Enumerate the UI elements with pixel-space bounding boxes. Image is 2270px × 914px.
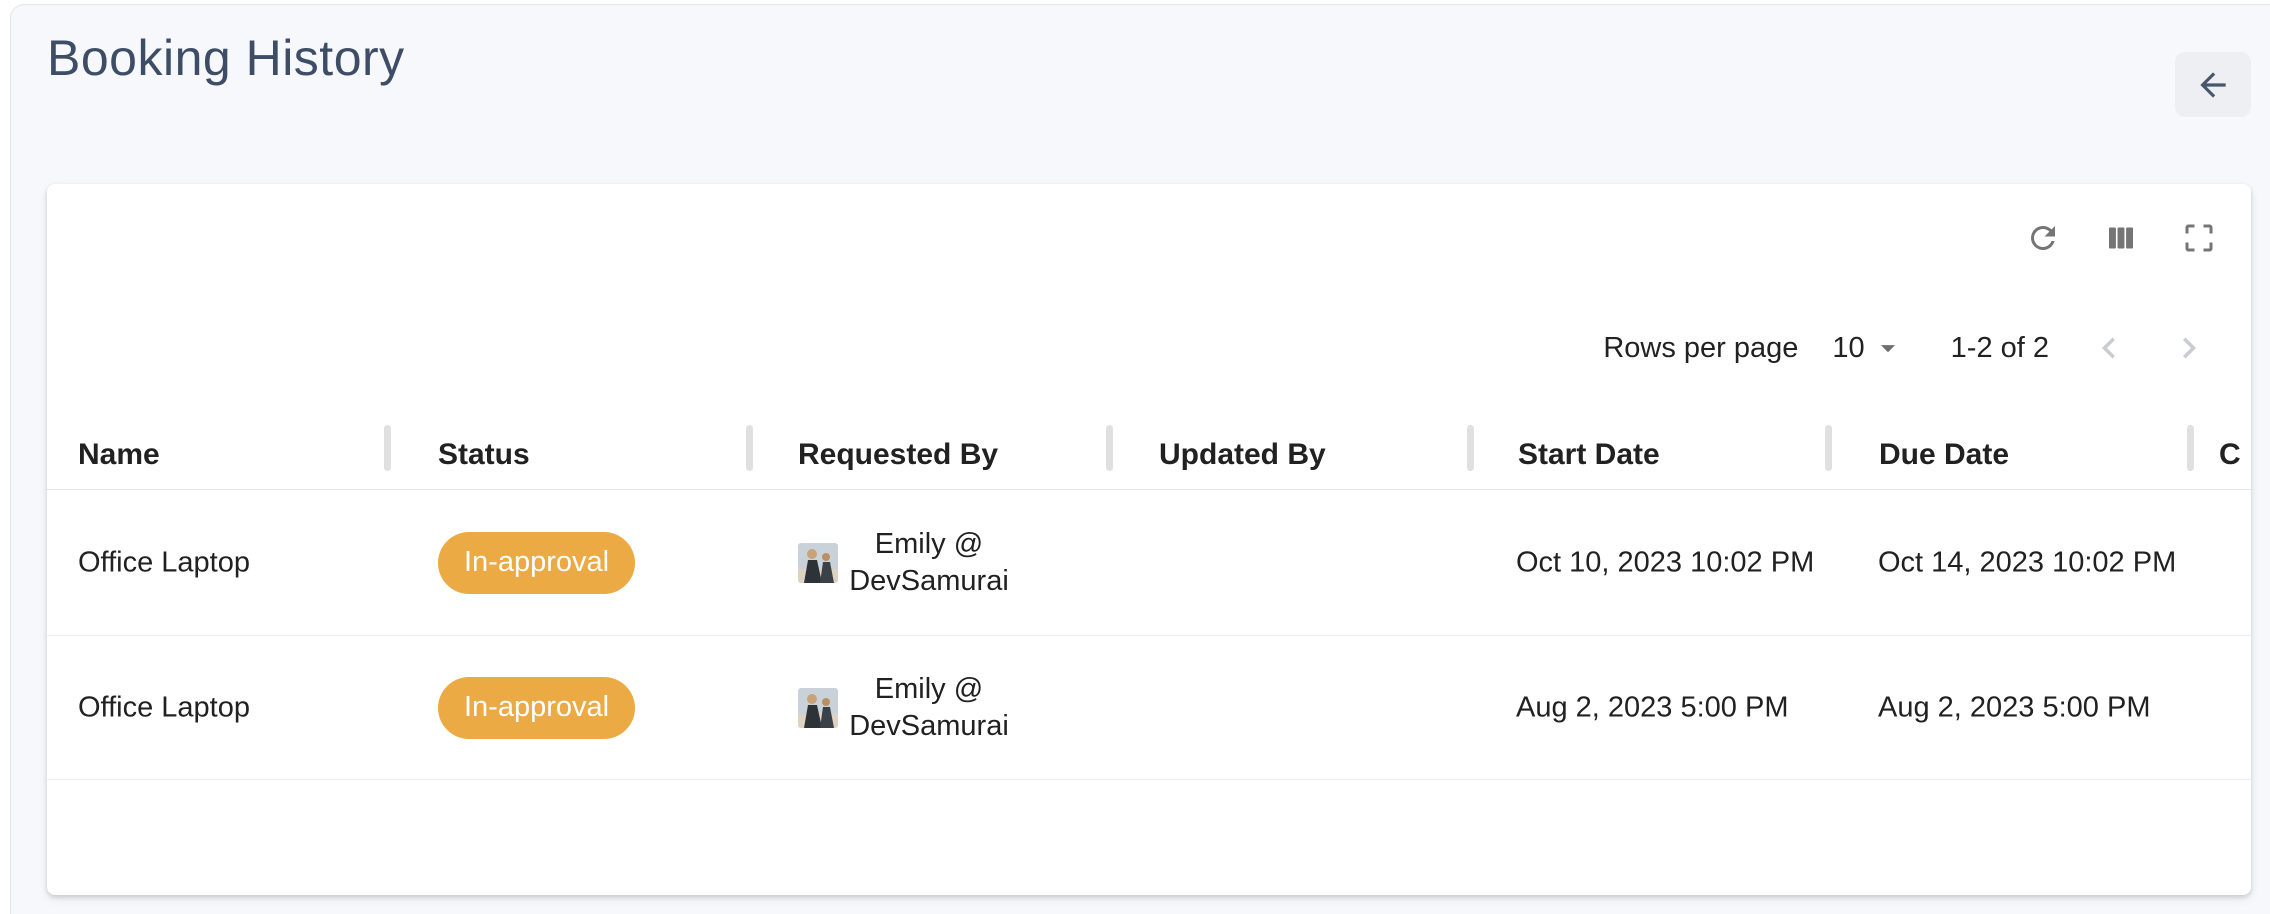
status-badge: In-approval [438, 531, 636, 594]
column-header-clipped[interactable]: C [2219, 438, 2241, 471]
rows-per-page-label: Rows per page [1603, 331, 1799, 364]
avatar [798, 687, 838, 728]
chevron-left-icon [2088, 327, 2130, 369]
rows-per-page-value: 10 [1832, 331, 1865, 364]
view-columns-button[interactable] [2097, 214, 2145, 262]
cell-requested-by: Emily @ DevSamurai [798, 671, 1017, 745]
view-columns-icon [2103, 220, 2139, 256]
rows-per-page-select[interactable]: 10 [1832, 331, 1904, 365]
column-divider [384, 425, 391, 471]
cell-due-date: Oct 14, 2023 10:02 PM [1878, 546, 2177, 578]
cell-name: Office Laptop [78, 546, 250, 578]
table-header-row: Name Status Requested By Updated By Star… [47, 421, 2251, 490]
booking-history-card: Rows per page 10 1-2 of 2 [47, 184, 2251, 895]
column-header-due-date[interactable]: Due Date [1879, 438, 2010, 471]
page-title: Booking History [47, 30, 405, 86]
requested-by-name: Emily @ DevSamurai [849, 527, 1009, 597]
table-row[interactable]: Office Laptop In-approval Emily @ [47, 636, 2251, 780]
previous-page-button[interactable] [2083, 324, 2135, 372]
chevron-down-icon [1871, 331, 1905, 365]
table-row[interactable]: Office Laptop In-approval Emily @ [47, 490, 2251, 636]
cell-status: In-approval [438, 531, 636, 594]
page-panel: Booking History [10, 4, 2270, 914]
back-button[interactable] [2175, 52, 2251, 117]
fullscreen-button[interactable] [2175, 214, 2223, 262]
next-page-button[interactable] [2163, 324, 2215, 372]
requested-by-name: Emily @ DevSamurai [849, 672, 1009, 742]
column-header-status[interactable]: Status [438, 438, 530, 471]
pagination-bar: Rows per page 10 1-2 of 2 [1603, 324, 2215, 372]
cell-name: Office Laptop [78, 691, 250, 723]
cell-start-date: Oct 10, 2023 10:02 PM [1516, 546, 1815, 578]
column-divider [2187, 425, 2194, 471]
column-header-name[interactable]: Name [78, 438, 160, 471]
cell-due-date: Aug 2, 2023 5:00 PM [1878, 691, 2151, 723]
cell-status: In-approval [438, 676, 636, 739]
refresh-icon [2025, 220, 2061, 256]
column-divider [746, 425, 753, 471]
status-badge: In-approval [438, 676, 636, 739]
column-divider [1106, 425, 1113, 471]
avatar [798, 542, 838, 583]
column-header-updated-by[interactable]: Updated By [1159, 438, 1326, 471]
table-toolbar [2019, 214, 2223, 262]
fullscreen-icon [2181, 220, 2217, 256]
column-divider [1825, 425, 1832, 471]
pagination-range: 1-2 of 2 [1950, 331, 2049, 364]
cell-requested-by: Emily @ DevSamurai [798, 526, 1017, 600]
cell-start-date: Aug 2, 2023 5:00 PM [1516, 691, 1789, 723]
column-divider [1467, 425, 1474, 471]
column-header-requested-by[interactable]: Requested By [798, 438, 999, 471]
chevron-right-icon [2168, 327, 2210, 369]
column-header-start-date[interactable]: Start Date [1518, 438, 1660, 471]
refresh-button[interactable] [2019, 214, 2067, 262]
arrow-left-icon [2194, 66, 2232, 104]
